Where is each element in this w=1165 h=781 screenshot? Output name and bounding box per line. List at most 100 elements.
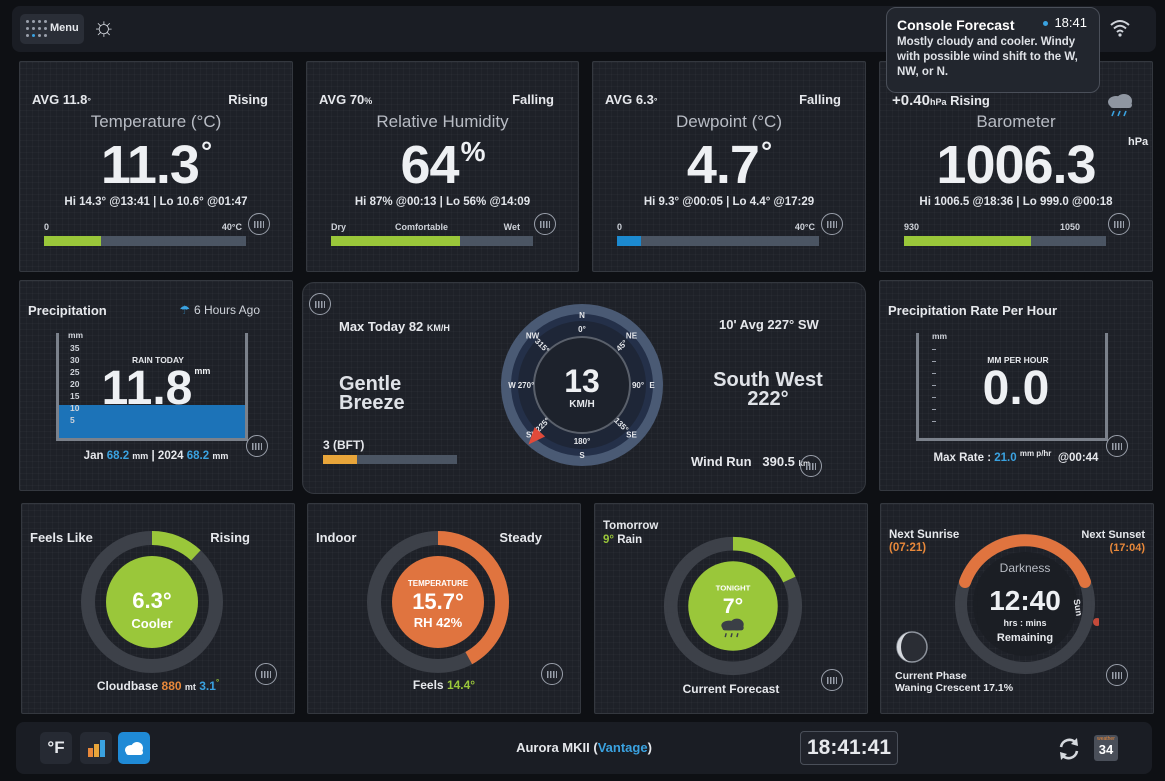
feels-like-value: 6.3°	[132, 588, 171, 613]
calendar-icon[interactable]: weather 34	[1094, 735, 1118, 761]
barometer-value: 1006.3	[936, 135, 1096, 195]
cloudbase: Cloudbase 880 mt 3.1°	[96, 678, 220, 693]
history-icon[interactable]	[255, 663, 277, 685]
forecast-text: Mostly cloudy and cooler. Windy with pos…	[897, 36, 1078, 78]
humidity-card[interactable]: AVG 70% Falling Relative Humidity 64% Hi…	[306, 61, 579, 272]
history-icon[interactable]	[1106, 435, 1128, 457]
indoor-title: Indoor	[316, 530, 357, 545]
wind-direction: South West 222°	[713, 369, 823, 410]
history-icon[interactable]	[541, 663, 563, 685]
wind-card[interactable]: Max Today 82 KM/H Gentle Breeze 3 (BFT) N…	[302, 282, 866, 494]
sun-icon[interactable]: ☼	[92, 11, 116, 41]
barometer-card[interactable]: +0.40hPa Rising Barometer 1006.3 hPa Hi …	[879, 61, 1153, 272]
barometer-title: Barometer	[976, 112, 1056, 131]
station-name: Aurora MKII (Vantage)	[516, 740, 652, 755]
humidity-title: Relative Humidity	[376, 112, 509, 131]
indoor-feels: Feels 14.4°	[412, 678, 476, 692]
history-icon[interactable]	[821, 213, 843, 235]
bar-comfortable-label: Comfortable	[395, 222, 449, 232]
temperature-card[interactable]: AVG 11.8° Rising Temperature (°C) 11.3° …	[19, 61, 293, 272]
feels-like-card[interactable]: Feels Like Rising 6.3° Cooler Cloudbase …	[21, 503, 295, 714]
rain-tank	[56, 333, 248, 441]
precip-rate-card[interactable]: Precipitation Rate Per Hour mm MM PER HO…	[879, 280, 1153, 491]
indoor-trend: Steady	[499, 530, 542, 545]
forecast-time: 18:41	[1043, 15, 1087, 30]
tomorrow-footer: Current Forecast	[682, 682, 780, 696]
indoor-value: 15.7°	[412, 589, 464, 614]
scale-label: 20	[70, 379, 80, 389]
refresh-icon[interactable]	[1056, 736, 1082, 762]
scale-unit: mm	[932, 331, 948, 341]
sun-state: Darkness	[1000, 561, 1051, 575]
barometer-unit: hPa	[1128, 136, 1149, 148]
barometer-trend: +0.40hPa Rising	[892, 92, 990, 109]
unit-toggle-button[interactable]: °F	[40, 732, 72, 764]
sun-card[interactable]: Next Sunrise (07:21) Next Sunset (17:04) D…	[880, 503, 1154, 714]
scale-tick	[932, 409, 936, 410]
dewpoint-avg: AVG 6.3°	[605, 92, 658, 107]
rain-caption: RAIN TODAY	[132, 355, 184, 365]
humidity-hilo: Hi 87% @00:13 | Lo 56% @14:09	[354, 196, 531, 208]
history-icon[interactable]	[246, 435, 268, 457]
precipitation-title: Precipitation	[28, 303, 107, 318]
digital-clock: 18:41:41	[800, 731, 898, 765]
bar-max-label: 40°C	[221, 222, 242, 232]
history-icon[interactable]	[534, 213, 556, 235]
humidity-trend: Falling	[512, 92, 554, 107]
humidity-avg: AVG 70%	[319, 92, 373, 107]
history-icon[interactable]	[821, 669, 843, 691]
barometer-hilo: Hi 1006.5 @18:36 | Lo 999.0 @00:18	[919, 196, 1113, 208]
compass-point-ne: NE	[626, 332, 638, 341]
grid-icon	[26, 20, 47, 38]
feels-like-gauge: 6.3° Cooler	[81, 531, 223, 673]
scale-tick	[932, 349, 936, 350]
console-forecast-popup[interactable]: Console Forecast 18:41 Mostly cloudy and…	[886, 7, 1100, 93]
humidity-value: 64%	[400, 135, 486, 195]
tomorrow-gauge: TONIGHT 7°	[663, 536, 803, 676]
chart-icon[interactable]	[80, 732, 112, 764]
history-icon[interactable]	[1108, 213, 1130, 235]
bar-dry-label: Dry	[331, 222, 347, 232]
history-icon[interactable]	[1106, 664, 1128, 686]
bar-max-label: 40°C	[794, 222, 815, 232]
dewpoint-trend: Falling	[799, 92, 841, 107]
history-icon[interactable]	[800, 455, 822, 477]
precipitation-card[interactable]: Precipitation ☂ 6 Hours Ago mm RAIN TODAY…	[19, 280, 293, 491]
scale-tick	[932, 421, 936, 422]
dewpoint-card[interactable]: AVG 6.3° Falling Dewpoint (°C) 4.7° Hi 9…	[592, 61, 866, 272]
scale-tick	[932, 373, 936, 374]
tomorrow-value: 7°	[723, 594, 743, 618]
forecast-title: Console Forecast	[897, 17, 1015, 33]
history-icon[interactable]	[309, 293, 331, 315]
cloud-icon[interactable]	[118, 732, 150, 764]
wind-speed-value: 13	[564, 363, 600, 399]
rain-cloud-icon	[1108, 94, 1132, 117]
compass-point-se: SE	[626, 430, 637, 439]
scale-label: 35	[70, 343, 80, 353]
rain-water-level	[59, 405, 245, 438]
indoor-caption: TEMPERATURE	[408, 579, 469, 588]
compass-degree-label: 270°	[518, 381, 535, 390]
wifi-icon[interactable]	[1108, 16, 1132, 40]
indoor-card[interactable]: Indoor Steady TEMPERATURE 15.7° RH 42% F…	[307, 503, 581, 714]
menu-label: Menu	[50, 22, 79, 34]
scale-tick	[932, 385, 936, 386]
wind-compass: NNEESESSWWNW0°45°90°135°180°225°270°315°…	[501, 304, 663, 466]
bar-wet-label: Wet	[503, 222, 520, 232]
rain-value: 11.8 mm	[101, 362, 211, 415]
tomorrow-card[interactable]: Tomorrow 9° Rain TONIGHT 7° Current Fore…	[594, 503, 868, 714]
history-icon[interactable]	[248, 213, 270, 235]
rain-totals: Jan 68.2 mm | 2024 68.2 mm	[83, 450, 229, 462]
sun-side-label: Sun	[1072, 598, 1085, 616]
next-sunrise: Next Sunrise (07:21)	[889, 529, 960, 554]
wind-speed-unit: KM/H	[569, 399, 595, 410]
sun-time: 12:40	[989, 585, 1061, 616]
indoor-rh: RH 42%	[414, 615, 463, 630]
rate-tank	[916, 333, 1108, 441]
menu-button[interactable]: Menu	[20, 14, 84, 44]
scale-unit: mm	[68, 330, 84, 340]
bar-max-label: 1050	[1059, 222, 1080, 232]
rate-max: Max Rate : 21.0 mm p/hr @00:44	[933, 449, 1099, 464]
rate-value: 0.0	[982, 362, 1050, 415]
scale-label: 25	[70, 367, 80, 377]
